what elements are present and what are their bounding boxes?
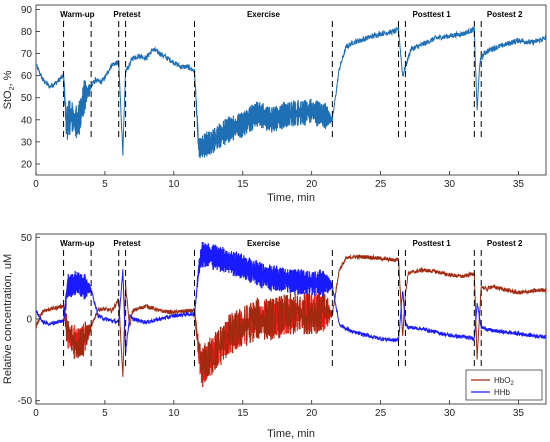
- concentration-x-tick-label-0: 0: [33, 408, 39, 419]
- sto2-y-tick-label-7: 90: [21, 5, 33, 16]
- legend-label-hhb: HHb: [494, 388, 511, 397]
- sto2-x-tick-label-5: 25: [375, 179, 387, 190]
- concentration-phase-markers: [63, 250, 482, 370]
- concentration-phase-label-3: Posttest 1: [412, 239, 451, 248]
- concentration-x-tick-label-7: 35: [513, 408, 525, 419]
- sto2-y-tick-label-5: 70: [21, 49, 33, 60]
- concentration-y-tick-label-2: 50: [21, 233, 33, 244]
- legend-label-hbo2: HbO2: [494, 376, 514, 387]
- sto2-x-tick-label-6: 30: [444, 179, 456, 190]
- sto2-phase-markers: [63, 21, 482, 141]
- concentration-x-tick-label-2: 10: [168, 408, 180, 419]
- sto2-y-tick-label-2: 40: [21, 115, 33, 126]
- sto2-phase-label-0: Warm-up: [60, 10, 94, 19]
- sto2-y-tick-label-6: 80: [21, 27, 33, 38]
- concentration-panel: Warm-up Pretest Exercise Posttest 1 Postest …: [2, 233, 547, 440]
- sto2-x-tick-label-0: 0: [33, 179, 39, 190]
- sto2-phase-label-1: Pretest: [113, 10, 140, 19]
- sto2-x-tick-label-3: 15: [237, 179, 249, 190]
- concentration-series-group: [35, 241, 547, 387]
- sto2-plot-area: [35, 4, 547, 176]
- sto2-x-ticks: 0 5 10 15 20 25 30 35: [33, 171, 524, 190]
- concentration-phase-label-4: Postest 2: [487, 239, 523, 248]
- sto2-x-tick-label-4: 20: [306, 179, 318, 190]
- concentration-phase-label-1: Pretest: [113, 239, 140, 248]
- concentration-y-ticks: -50 0 50: [18, 233, 40, 407]
- sto2-phase-label-3: Posttest 1: [412, 10, 451, 19]
- concentration-x-ticks: 0 5 10 15 20 25 30 35: [33, 400, 524, 419]
- concentration-phase-labels: Warm-up Pretest Exercise Posttest 1 Postest …: [60, 239, 523, 248]
- legend: HbO2 HHb: [465, 369, 543, 401]
- sto2-y-tick-label-3: 50: [21, 93, 33, 104]
- sto2-y-tick-label-1: 30: [21, 137, 33, 148]
- concentration-y-axis-label: Relative concentration, uM: [2, 254, 14, 384]
- sto2-series-0-line: [35, 26, 547, 159]
- legend-box: [465, 369, 543, 401]
- sto2-y-axis-label: StO2, %: [2, 70, 16, 109]
- sto2-x-axis-label: Time, min: [267, 192, 315, 204]
- sto2-panel: Warm-up Pretest Exercise Posttest 1 Postest …: [2, 4, 547, 204]
- sto2-y-tick-label-4: 60: [21, 71, 33, 82]
- sto2-y-ticks: 20 30 40 50 60 70 80 90: [21, 5, 40, 170]
- sto2-x-tick-label-7: 35: [513, 179, 525, 190]
- concentration-x-axis-label: Time, min: [267, 428, 315, 440]
- concentration-y-tick-label-0: -50: [18, 396, 33, 407]
- sto2-x-tick-label-1: 5: [102, 179, 108, 190]
- concentration-phase-label-0: Warm-up: [60, 239, 94, 248]
- sto2-phase-label-2: Exercise: [247, 10, 280, 19]
- concentration-y-tick-label-1: 0: [26, 315, 32, 326]
- concentration-x-tick-label-4: 20: [306, 408, 318, 419]
- concentration-x-tick-label-6: 30: [444, 408, 456, 419]
- concentration-x-tick-label-5: 25: [375, 408, 387, 419]
- sto2-phase-labels: Warm-up Pretest Exercise Posttest 1 Postest …: [60, 10, 523, 19]
- sto2-y-tick-label-0: 20: [21, 159, 33, 170]
- concentration-phase-label-2: Exercise: [247, 239, 280, 248]
- sto2-x-tick-label-2: 10: [168, 179, 180, 190]
- sto2-phase-label-4: Postest 2: [487, 10, 523, 19]
- concentration-series-0-line: [35, 253, 547, 387]
- concentration-x-tick-label-3: 15: [237, 408, 249, 419]
- concentration-x-tick-label-1: 5: [102, 408, 108, 419]
- sto2-series-group: [35, 26, 547, 159]
- concentration-series-1-line: [35, 243, 547, 354]
